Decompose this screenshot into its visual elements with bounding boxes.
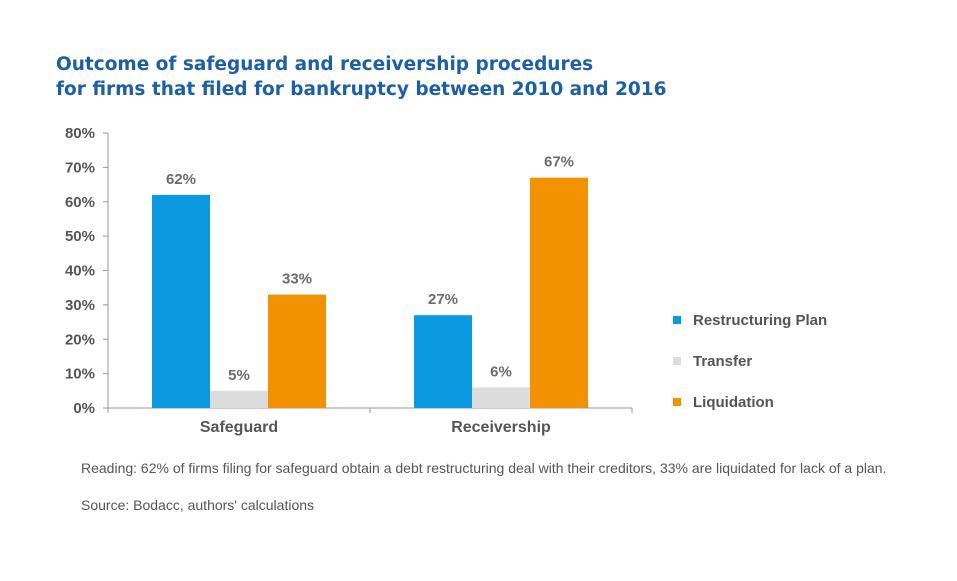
y-tick-label: 60% [65,194,95,211]
bar-chart: 0% 10% 20% 30% 40% 50% 60% 70% 80% 62% 5% 33% Safegu… [65,125,827,436]
data-label: 62% [166,171,196,188]
legend-swatch [673,398,681,406]
chart-title-line-2: for firms that filed for bankruptcy betw… [56,79,667,100]
y-tick-label: 70% [65,159,95,176]
reading-note: Reading: 62% of firms filing for safegua… [81,460,887,476]
data-label: 5% [228,367,250,384]
legend-swatch [673,357,681,365]
source-note: Source: Bodacc, authors' calculations [81,497,315,513]
y-tick-label: 20% [65,331,95,348]
data-label: 67% [544,154,574,171]
y-tick-label: 30% [65,297,95,314]
legend-label: Restructuring Plan [693,312,827,329]
bar-transfer-receivership [472,387,530,408]
chart-title-line-1: Outcome of safeguard and receivership pr… [56,54,594,75]
bar-restructuring-plan-safeguard [152,194,210,408]
x-category-label: Safeguard [200,419,278,436]
bar-transfer-safeguard [210,390,268,408]
bar-restructuring-plan-receivership [414,315,472,408]
x-category-label: Receivership [451,419,551,436]
y-tick-label: 10% [65,366,95,383]
y-tick-label: 80% [65,125,95,142]
chart-title: Outcome of safeguard and receivership pr… [56,52,667,102]
data-label: 27% [428,291,458,308]
bar-liquidation-safeguard [268,294,326,408]
bar-liquidation-receivership [530,177,588,408]
legend-label: Transfer [693,353,752,370]
y-tick-label: 40% [65,263,95,280]
y-tick-label: 0% [73,400,95,417]
data-label: 33% [282,271,312,288]
legend-swatch [673,316,681,324]
data-label: 6% [490,363,512,380]
y-tick-label: 50% [65,228,95,245]
legend-label: Liquidation [693,394,774,411]
